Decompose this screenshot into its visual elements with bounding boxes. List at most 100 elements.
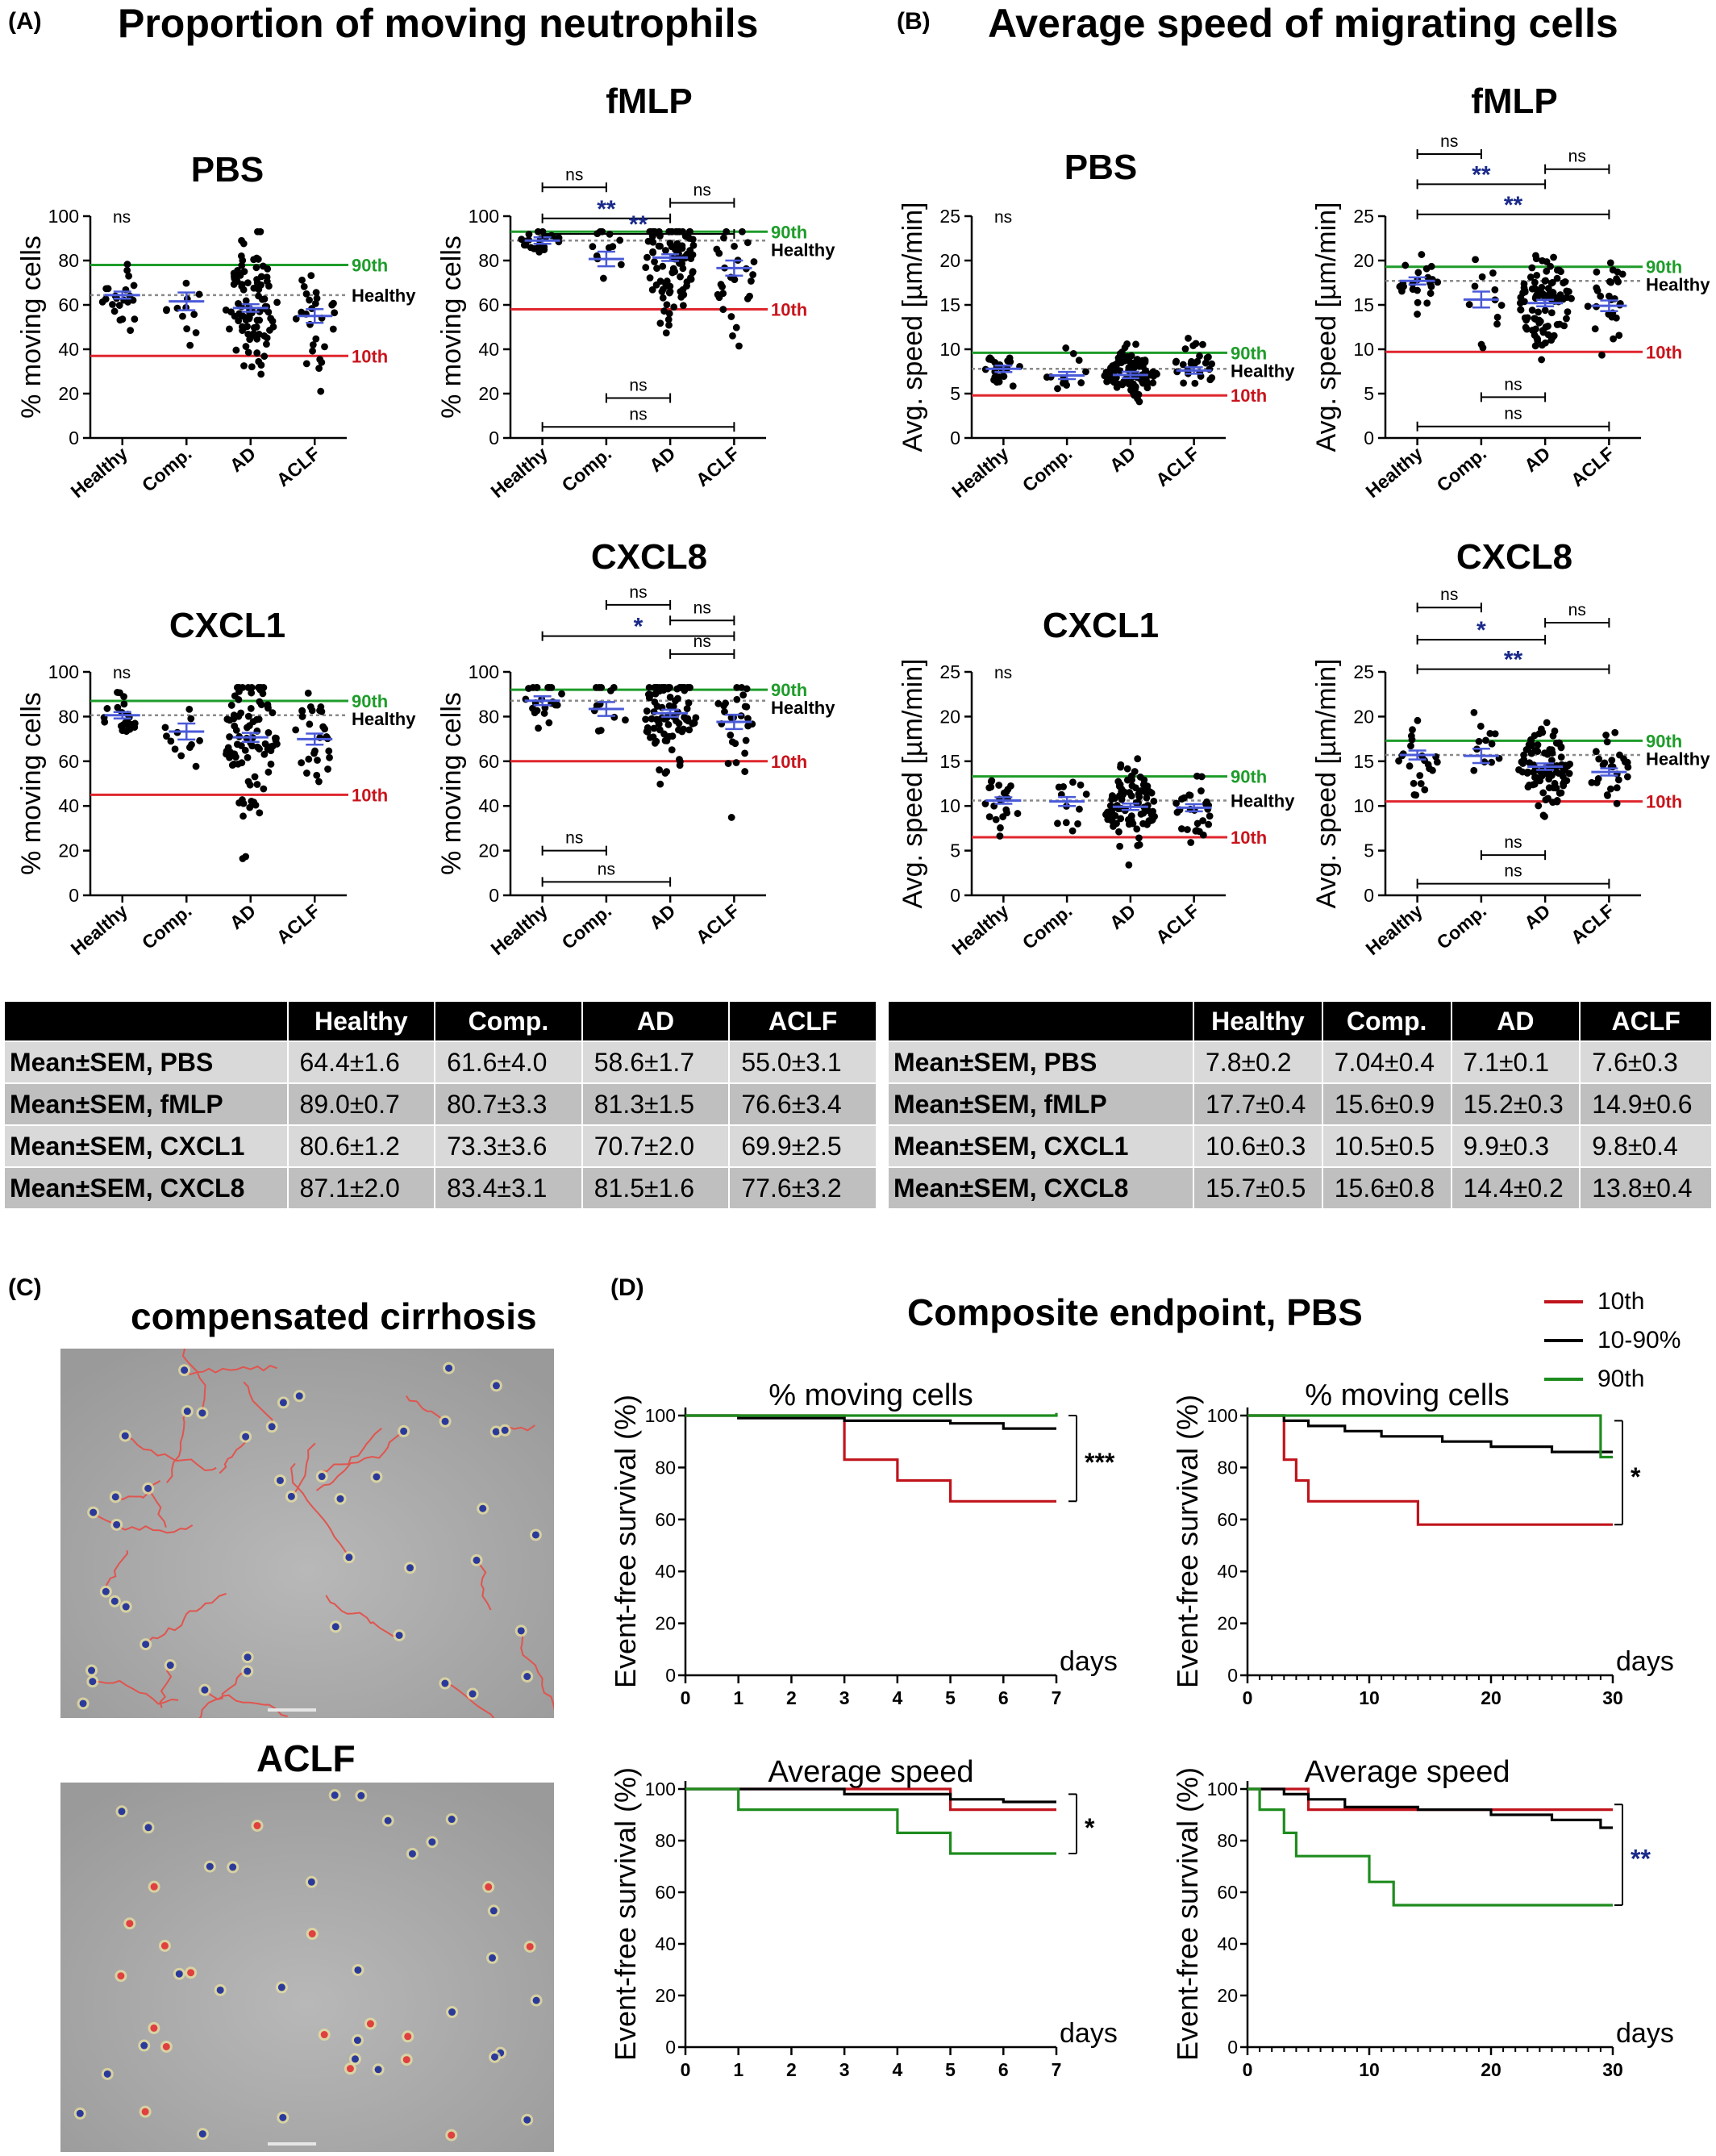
data-point bbox=[1082, 368, 1089, 376]
y-tick-label: 20 bbox=[478, 840, 499, 861]
data-point bbox=[1102, 368, 1110, 376]
data-point bbox=[1105, 812, 1113, 820]
cell bbox=[175, 1970, 183, 1978]
cell bbox=[408, 1849, 416, 1858]
data-point bbox=[548, 683, 556, 691]
cell bbox=[373, 1473, 381, 1481]
cell bbox=[354, 1966, 362, 1974]
cell bbox=[242, 1432, 250, 1441]
data-point bbox=[1150, 797, 1158, 805]
overall-significance: ns bbox=[113, 664, 131, 682]
cell bbox=[374, 2066, 382, 2074]
data-point bbox=[1135, 834, 1143, 842]
data-point bbox=[732, 759, 740, 766]
cell bbox=[140, 2041, 148, 2050]
micrograph-aclf-image bbox=[60, 1783, 554, 2152]
significance-label: ns bbox=[565, 829, 583, 848]
x-tick-label: 0 bbox=[1243, 1687, 1253, 1708]
cell bbox=[111, 1493, 119, 1501]
data-point bbox=[1608, 313, 1616, 321]
cell bbox=[395, 1631, 403, 1639]
data-point bbox=[1007, 782, 1014, 790]
data-point bbox=[244, 348, 252, 357]
table-average-speed: Healthy Comp. AD ACLF Mean±SEM, PBS 7.8±… bbox=[887, 1000, 1713, 1210]
data-point bbox=[1410, 790, 1418, 799]
table-cell: 9.8±0.4 bbox=[1579, 1124, 1713, 1168]
data-point bbox=[273, 740, 281, 748]
y-tick-label: 0 bbox=[950, 427, 960, 448]
micrograph-aclf bbox=[60, 1783, 554, 2152]
y-tick-label: 60 bbox=[58, 751, 79, 772]
table-cell: 81.3±1.5 bbox=[581, 1082, 731, 1126]
table-header: ACLF bbox=[728, 1000, 877, 1042]
data-point bbox=[1123, 354, 1131, 362]
data-point bbox=[1623, 773, 1631, 781]
data-point bbox=[263, 334, 271, 342]
legend-item-10th: 10th bbox=[1544, 1282, 1681, 1321]
data-point bbox=[302, 290, 310, 298]
y-tick-label: 0 bbox=[69, 427, 79, 448]
x-tick-label: ACLF bbox=[273, 900, 324, 948]
survival-plot-d-moving-30: % moving cells 0 20 40 60 80 100 0 10 20 30 days Eve… bbox=[1171, 1378, 1674, 1708]
data-point bbox=[163, 307, 170, 315]
data-point bbox=[1491, 286, 1499, 294]
data-point bbox=[259, 690, 267, 698]
x-tick-label: 7 bbox=[1052, 2059, 1062, 2080]
row-label: Mean±SEM, CXCL8 bbox=[3, 1166, 289, 1210]
data-point bbox=[643, 707, 651, 715]
y-tick-label: 20 bbox=[1217, 1613, 1238, 1634]
y-tick-label: 5 bbox=[1364, 840, 1374, 861]
y-tick-label: 100 bbox=[48, 661, 79, 682]
significance-label: ns bbox=[1504, 862, 1522, 881]
data-point bbox=[1549, 799, 1556, 807]
significance-label: ns bbox=[1504, 405, 1522, 423]
data-point bbox=[329, 325, 337, 333]
data-point bbox=[239, 286, 248, 294]
table-cell: 15.6±0.8 bbox=[1321, 1166, 1452, 1210]
y-tick-label: 60 bbox=[58, 294, 79, 315]
data-point bbox=[1417, 780, 1425, 787]
cell bbox=[89, 1678, 97, 1686]
reference-label: 90th bbox=[352, 691, 388, 711]
x-tick-label: Comp. bbox=[138, 443, 196, 496]
y-tick-label: 60 bbox=[1217, 1509, 1238, 1530]
cell bbox=[160, 1941, 169, 1950]
y-tick-label: 15 bbox=[1353, 294, 1374, 315]
data-point bbox=[1493, 320, 1501, 328]
data-point bbox=[261, 740, 269, 748]
data-point bbox=[1610, 335, 1618, 343]
y-tick-label: 60 bbox=[655, 1882, 676, 1903]
data-point bbox=[1538, 356, 1546, 364]
data-point bbox=[257, 361, 265, 369]
data-point bbox=[1199, 817, 1207, 824]
reference-label: Healthy bbox=[1231, 791, 1295, 811]
data-point bbox=[1544, 331, 1552, 339]
survival-curve-90th bbox=[1247, 1414, 1613, 1459]
y-tick-label: 80 bbox=[655, 1457, 676, 1478]
data-point bbox=[1541, 277, 1549, 285]
x-tick-label: 0 bbox=[681, 1687, 691, 1708]
data-point bbox=[1591, 325, 1599, 333]
data-point bbox=[663, 768, 671, 775]
cell bbox=[406, 1564, 414, 1572]
data-point bbox=[1408, 736, 1416, 744]
cell bbox=[141, 2108, 149, 2116]
micrograph-title-aclf: ACLF bbox=[256, 1737, 356, 1779]
data-point bbox=[109, 301, 116, 308]
y-tick-label: 5 bbox=[1364, 383, 1374, 404]
significance-label: ** bbox=[597, 196, 616, 223]
table-header: Healthy bbox=[286, 1000, 436, 1042]
cell bbox=[90, 1508, 98, 1516]
data-point bbox=[317, 703, 325, 711]
cell bbox=[526, 1942, 534, 1950]
data-point bbox=[1526, 273, 1535, 281]
data-point bbox=[131, 315, 139, 323]
legend-swatch bbox=[1544, 1378, 1583, 1381]
data-point bbox=[599, 274, 607, 282]
data-point bbox=[263, 340, 270, 348]
data-point bbox=[183, 325, 191, 333]
data-point bbox=[649, 248, 657, 256]
data-point bbox=[1548, 772, 1556, 779]
data-point bbox=[255, 286, 263, 294]
y-tick-label: 10 bbox=[939, 795, 960, 816]
